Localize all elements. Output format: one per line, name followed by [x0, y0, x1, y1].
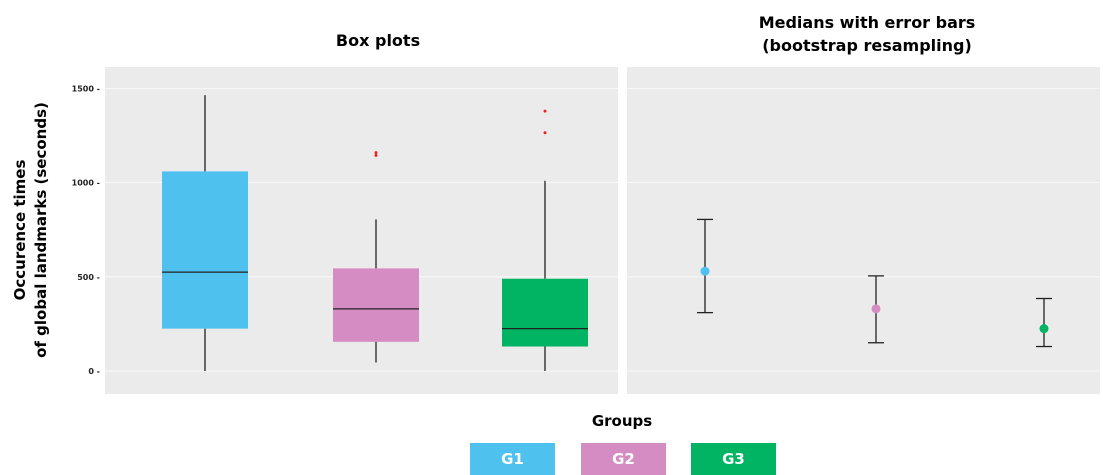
y-tick-label: 1000 -: [72, 179, 100, 188]
legend-item-g1: G1: [470, 443, 555, 475]
error-bar-title-line2: (bootstrap resampling): [762, 36, 972, 55]
error-bar-title-line1: Medians with error bars: [759, 13, 976, 32]
legend-label: G1: [501, 450, 524, 468]
x-axis-label: Groups: [592, 412, 652, 430]
outlier-point: [374, 151, 378, 155]
median-point: [700, 266, 710, 276]
box-g3: [502, 109, 588, 371]
legend: G1 G2 G3: [470, 443, 776, 475]
error-bar-g3: [1036, 297, 1052, 348]
legend-swatch: [470, 443, 555, 475]
y-tick-label: 1500 -: [72, 85, 100, 94]
y-axis-label-line2: of global landmarks (seconds): [32, 102, 50, 358]
legend-item-g2: G2: [581, 443, 666, 475]
error-bar-g1: [697, 218, 713, 314]
box-plot-marks: [162, 95, 588, 371]
y-tick-label: 500 -: [77, 273, 100, 282]
box-plot-title: Box plots: [336, 31, 420, 50]
outlier-point: [374, 153, 378, 157]
legend-label: G3: [722, 450, 745, 468]
legend-item-g3: G3: [691, 443, 776, 475]
legend-label: G2: [612, 450, 635, 468]
error-bar-panel: [627, 67, 1100, 394]
y-axis-ticks: 0 - 500 - 1000 - 1500 -: [72, 85, 100, 376]
y-axis-label-line1: Occurence times: [11, 160, 29, 301]
legend-swatch: [581, 443, 666, 475]
outlier-point: [543, 109, 547, 113]
error-bar-g2: [868, 275, 884, 344]
y-tick-label: 0 -: [88, 367, 100, 376]
box-body: [162, 171, 248, 329]
outlier-point: [543, 131, 547, 135]
legend-swatch: [691, 443, 776, 475]
median-point: [871, 304, 881, 314]
box-body: [502, 278, 588, 347]
median-point: [1039, 324, 1049, 334]
box-g2: [333, 151, 419, 363]
error-bar-marks: [697, 218, 1052, 348]
box-body: [333, 268, 419, 342]
box-g1: [162, 95, 248, 371]
